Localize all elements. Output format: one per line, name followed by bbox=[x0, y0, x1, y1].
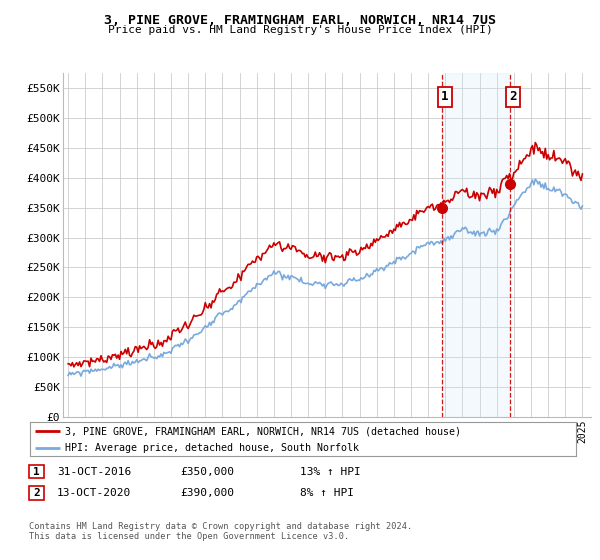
Text: 3, PINE GROVE, FRAMINGHAM EARL, NORWICH, NR14 7US (detached house): 3, PINE GROVE, FRAMINGHAM EARL, NORWICH,… bbox=[65, 426, 461, 436]
Text: Price paid vs. HM Land Registry's House Price Index (HPI): Price paid vs. HM Land Registry's House … bbox=[107, 25, 493, 35]
Text: Contains HM Land Registry data © Crown copyright and database right 2024.
This d: Contains HM Land Registry data © Crown c… bbox=[29, 522, 412, 542]
Text: 2: 2 bbox=[33, 488, 40, 498]
Text: 13% ↑ HPI: 13% ↑ HPI bbox=[300, 466, 361, 477]
Text: £390,000: £390,000 bbox=[180, 488, 234, 498]
Bar bbox=[442, 73, 510, 417]
Text: 13-OCT-2020: 13-OCT-2020 bbox=[57, 488, 131, 498]
Text: 1: 1 bbox=[441, 90, 449, 104]
Text: 1: 1 bbox=[33, 466, 40, 477]
Text: 8% ↑ HPI: 8% ↑ HPI bbox=[300, 488, 354, 498]
Text: 3, PINE GROVE, FRAMINGHAM EARL, NORWICH, NR14 7US: 3, PINE GROVE, FRAMINGHAM EARL, NORWICH,… bbox=[104, 14, 496, 27]
Text: 2: 2 bbox=[509, 90, 517, 104]
Text: 31-OCT-2016: 31-OCT-2016 bbox=[57, 466, 131, 477]
Text: £350,000: £350,000 bbox=[180, 466, 234, 477]
Text: HPI: Average price, detached house, South Norfolk: HPI: Average price, detached house, Sout… bbox=[65, 443, 359, 452]
